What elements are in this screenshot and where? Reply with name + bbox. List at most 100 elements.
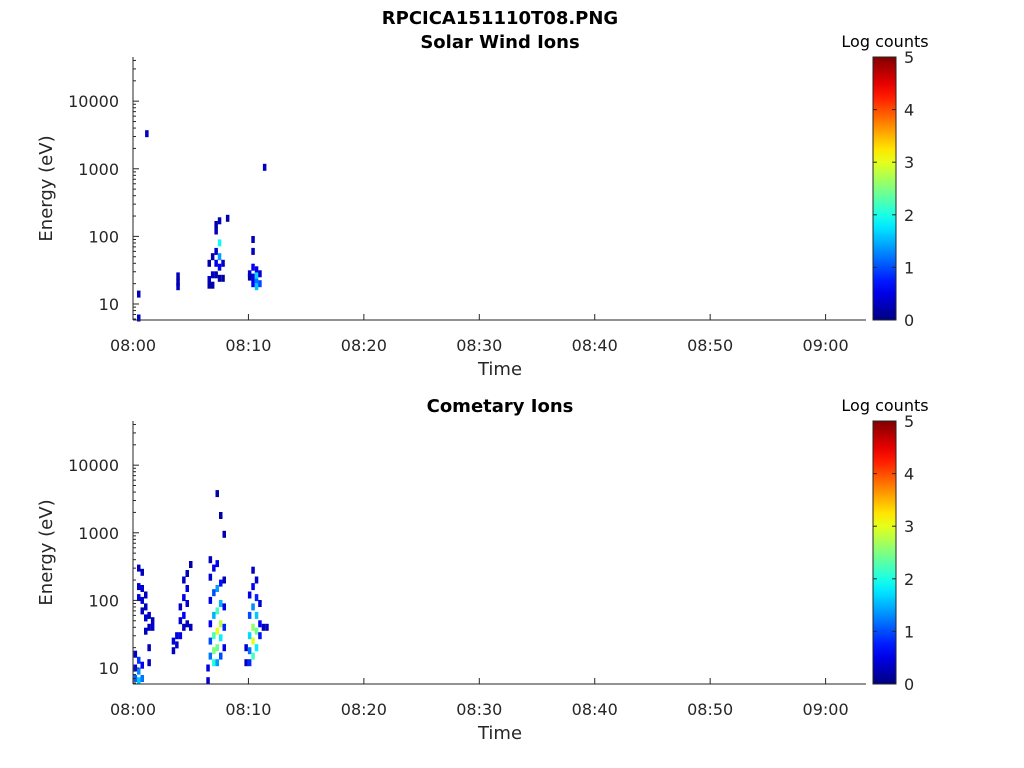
data-cell xyxy=(185,600,189,607)
data-cell xyxy=(222,530,226,538)
data-cell xyxy=(178,632,183,640)
colorbar-tick-label: 0 xyxy=(904,311,914,330)
data-cell xyxy=(244,644,248,652)
data-cell xyxy=(144,614,148,622)
data-cell xyxy=(221,259,225,267)
data-cell xyxy=(147,611,151,619)
data-cell xyxy=(144,603,148,611)
data-cell xyxy=(214,247,218,255)
x-tick-label: 08:00 xyxy=(110,336,156,355)
data-cell xyxy=(171,647,176,655)
data-cell xyxy=(140,568,144,576)
data-cell xyxy=(189,623,193,631)
y-tick-label: 10000 xyxy=(68,92,119,111)
data-cell xyxy=(258,600,262,607)
x-tick-label: 09:00 xyxy=(803,700,849,719)
data-cell xyxy=(182,576,186,584)
data-cell xyxy=(176,272,180,280)
data-cell xyxy=(219,579,223,587)
data-cell xyxy=(182,594,186,602)
data-cell xyxy=(217,253,222,261)
data-cell xyxy=(254,266,259,274)
data-cell xyxy=(147,659,151,667)
data-cell xyxy=(254,627,259,635)
data-cell xyxy=(208,637,213,645)
colorbar-tick-label: 1 xyxy=(904,258,914,277)
data-cell xyxy=(137,594,141,602)
data-cell xyxy=(175,641,179,649)
colorbar-tick-label: 5 xyxy=(904,412,914,431)
data-cell xyxy=(212,632,216,640)
data-cell xyxy=(182,623,186,631)
x-tick-label: 08:30 xyxy=(456,336,502,355)
data-cell xyxy=(212,647,216,655)
data-cell xyxy=(251,280,255,288)
x-tick-label: 08:10 xyxy=(225,336,271,355)
y-tick-label: 100 xyxy=(88,227,119,246)
data-cell xyxy=(258,632,262,640)
data-cell xyxy=(147,644,151,652)
data-cell xyxy=(137,564,141,572)
data-cell xyxy=(215,607,219,615)
data-cell xyxy=(215,627,219,635)
data-cell xyxy=(208,556,213,564)
data-cell xyxy=(222,644,226,652)
data-cell xyxy=(258,270,262,278)
colorbar-tick-label: 2 xyxy=(904,570,914,589)
x-tick-label: 08:20 xyxy=(341,336,387,355)
data-cell xyxy=(208,573,213,581)
data-cell xyxy=(137,583,141,591)
data-cell xyxy=(222,576,226,584)
x-tick-label: 08:40 xyxy=(572,700,618,719)
x-tick-label: 08:50 xyxy=(687,700,733,719)
data-cell xyxy=(207,281,211,289)
data-cell xyxy=(254,594,259,602)
data-cell xyxy=(247,659,252,667)
colorbar-tick-label: 4 xyxy=(904,101,914,120)
data-cell xyxy=(254,283,259,291)
data-cell xyxy=(215,560,219,568)
data-cell xyxy=(140,585,144,592)
data-cell xyxy=(221,274,225,282)
data-cell xyxy=(251,263,255,271)
y-tick-label: 10 xyxy=(99,295,119,314)
figure-title: RPCICA151110T08.PNG xyxy=(382,8,618,29)
panel2-data-cells xyxy=(133,490,269,685)
data-cell xyxy=(251,273,255,281)
data-cell xyxy=(178,603,183,611)
x-tick-label: 08:40 xyxy=(572,336,618,355)
data-cell xyxy=(150,623,155,631)
data-cell xyxy=(214,227,218,235)
data-cell xyxy=(137,677,141,685)
data-cell xyxy=(254,278,259,286)
data-cell xyxy=(251,236,255,243)
data-cell xyxy=(251,637,255,645)
colorbar-tick-label: 3 xyxy=(904,153,914,172)
x-tick-label: 08:00 xyxy=(110,700,156,719)
y-tick-label: 10000 xyxy=(68,456,119,475)
colorbar-tick-label: 4 xyxy=(904,465,914,484)
x-tick-label: 08:50 xyxy=(687,336,733,355)
data-cell xyxy=(217,274,222,282)
data-cell xyxy=(207,259,211,267)
data-cell xyxy=(212,589,216,597)
data-cell xyxy=(215,585,219,592)
data-cell xyxy=(214,221,218,228)
data-cell xyxy=(219,512,223,519)
data-cell xyxy=(176,278,180,286)
x-tick-label: 09:00 xyxy=(803,336,849,355)
data-cell xyxy=(144,591,148,599)
data-cell xyxy=(217,217,222,225)
data-cell xyxy=(262,163,267,171)
data-cell xyxy=(144,627,148,635)
data-cell xyxy=(251,566,255,574)
x-tick-label: 08:30 xyxy=(456,700,502,719)
y-tick-label: 1000 xyxy=(78,160,119,179)
data-cell xyxy=(247,273,252,281)
data-cell xyxy=(217,239,222,247)
data-cell xyxy=(222,623,226,631)
data-cell xyxy=(175,632,179,640)
data-cell xyxy=(210,271,215,279)
data-cell xyxy=(210,253,215,261)
data-cell xyxy=(137,290,141,298)
